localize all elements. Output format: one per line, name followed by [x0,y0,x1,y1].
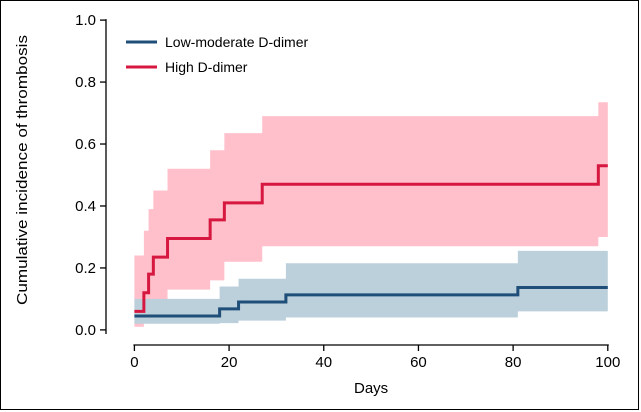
y-tick-label: 1.0 [75,12,96,29]
series-line-1 [134,164,608,313]
legend-label-1: High D-dimer [165,59,248,75]
x-tick-label: 0 [130,354,138,371]
legend-label-0: Low-moderate D-dimer [165,34,308,50]
y-tick-label: 0.6 [75,136,96,153]
x-tick-label: 40 [315,354,332,371]
y-tick-label: 0.4 [75,198,96,215]
axes: 0.0 0.2 0.4 0.6 0.8 1.0 0 20 40 60 80 100 [75,12,620,371]
y-tick-label: 0.0 [75,322,96,339]
x-tick-label: 20 [221,354,238,371]
y-axis-title: Cumulative incidence of thrombosis [14,35,31,305]
x-tick-label: 60 [410,354,427,371]
confidence-band-0 [134,249,608,324]
confidence-band-1 [134,102,608,327]
legend: Low-moderate D-dimer High D-dimer [126,34,308,75]
x-tick-label: 100 [595,354,620,371]
x-axis-title: Days [354,380,388,397]
y-tick-label: 0.2 [75,260,96,277]
series-lines [134,164,608,318]
series-line-0 [134,285,608,318]
confidence-bands [134,102,608,327]
x-tick-label: 80 [505,354,522,371]
y-tick-label: 0.8 [75,74,96,91]
